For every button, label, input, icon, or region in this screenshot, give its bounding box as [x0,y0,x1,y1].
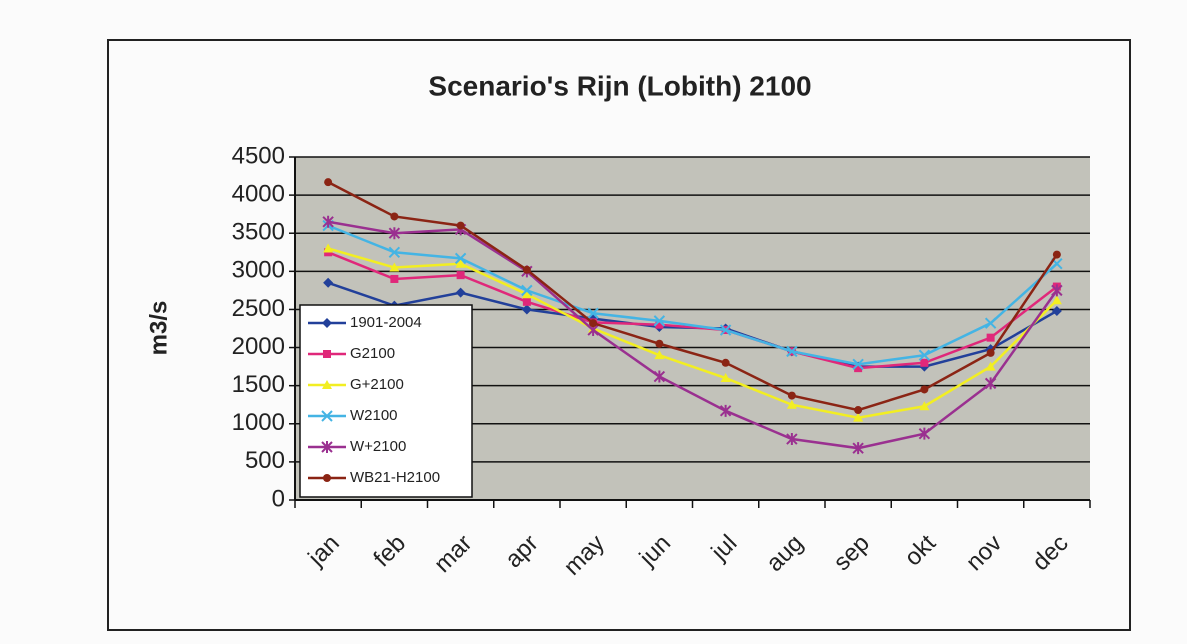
marker [522,265,531,274]
series-line [327,224,1058,366]
marker [1052,250,1061,259]
marker [853,412,864,422]
marker [655,339,664,348]
marker [321,441,333,453]
y-tick-label: 3000 [232,257,285,284]
marker [653,370,666,383]
marker [786,433,798,446]
marker [919,401,930,411]
marker [920,385,929,394]
marker [323,243,334,253]
marker [984,317,997,329]
marker [918,349,931,361]
y-tick-label: 2000 [232,333,285,360]
marker [521,304,532,315]
marker [323,277,334,288]
marker [719,404,732,417]
marker [985,361,996,371]
marker [589,319,598,328]
y-tick-label: 500 [245,447,285,474]
marker [388,227,401,240]
legend [299,304,473,498]
legend-label: 1901-2004 [350,314,422,331]
marker [654,350,665,360]
marker [854,406,863,415]
marker [322,318,332,328]
marker [787,391,796,400]
marker [1051,284,1063,297]
marker [786,345,798,358]
y-axis-label: m3/s [145,301,172,356]
y-tick-label: 1500 [232,371,285,398]
legend-label: G2100 [350,345,395,362]
marker [388,246,401,258]
marker [390,274,399,283]
y-tick-label: 1000 [232,409,285,436]
marker [721,358,730,367]
y-tick-label: 2500 [232,295,285,322]
series-line [327,247,1058,419]
marker [918,427,931,440]
marker [984,377,997,390]
marker [322,215,334,228]
series-line [327,181,1058,412]
marker [852,358,864,371]
marker [455,258,466,268]
series-line [327,220,1058,450]
legend-label: WB21-H2100 [350,469,440,486]
marker [986,333,995,342]
marker [456,271,465,280]
legend-label: W2100 [350,407,398,424]
marker [522,297,531,306]
y-tick-label: 0 [272,485,285,512]
marker [521,284,533,297]
y-tick-label: 4500 [232,142,285,169]
marker [455,287,466,298]
marker [323,474,331,482]
marker [324,178,333,187]
legend-label: G+2100 [350,376,404,393]
marker [454,252,467,265]
marker [587,307,599,319]
marker [389,262,400,272]
marker [322,380,332,389]
marker [321,410,333,422]
marker [655,320,664,329]
marker [854,364,863,373]
series-line [327,251,1058,370]
marker [390,212,399,221]
marker [1051,305,1062,316]
marker [323,350,331,358]
marker [1051,295,1062,305]
marker [786,399,797,409]
marker [986,348,995,357]
y-tick-label: 3500 [232,219,285,246]
marker [720,373,731,383]
chart-title: Scenario's Rijn (Lobith) 2100 [428,70,811,101]
marker [719,324,732,336]
marker [653,315,666,327]
marker [852,442,864,455]
y-tick-label: 4000 [232,180,285,207]
legend-label: W+2100 [350,438,406,455]
marker [456,221,465,230]
marker [920,358,929,367]
marker [521,289,532,299]
